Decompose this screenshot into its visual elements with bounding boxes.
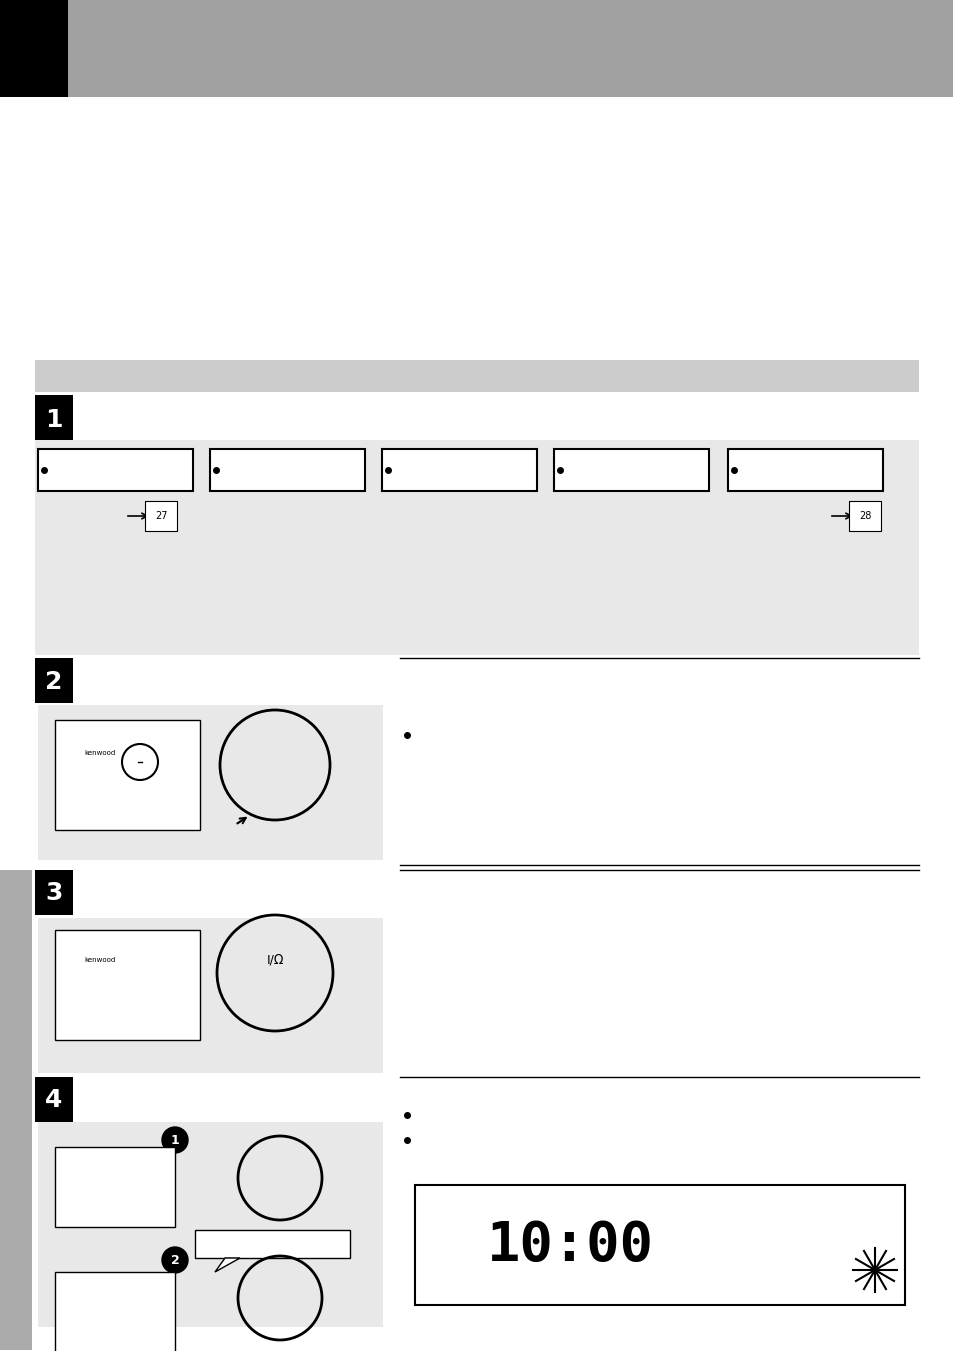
Text: 28: 28 bbox=[858, 511, 870, 521]
Circle shape bbox=[162, 1127, 188, 1152]
Bar bbox=[35, 359, 918, 392]
Bar bbox=[0, 0, 953, 97]
Bar bbox=[38, 705, 382, 861]
Text: 2: 2 bbox=[171, 1254, 179, 1266]
Bar bbox=[415, 1185, 904, 1305]
Text: 1: 1 bbox=[45, 408, 63, 432]
Bar bbox=[35, 394, 73, 440]
Bar bbox=[55, 1273, 174, 1351]
Bar bbox=[38, 917, 382, 1073]
Bar bbox=[0, 0, 68, 97]
Bar bbox=[35, 440, 918, 655]
Bar bbox=[35, 1077, 73, 1121]
Bar bbox=[210, 449, 365, 490]
Bar bbox=[35, 870, 73, 915]
Bar bbox=[381, 449, 537, 490]
Text: 27: 27 bbox=[154, 511, 168, 521]
Bar bbox=[0, 870, 32, 1350]
Text: 4: 4 bbox=[45, 1088, 63, 1112]
Text: 1: 1 bbox=[171, 1133, 179, 1147]
Text: 10:00: 10:00 bbox=[486, 1219, 653, 1271]
Circle shape bbox=[162, 1247, 188, 1273]
Bar bbox=[55, 720, 200, 830]
Bar bbox=[554, 449, 708, 490]
Bar bbox=[38, 449, 193, 490]
Bar bbox=[727, 449, 882, 490]
Polygon shape bbox=[214, 1258, 240, 1273]
Text: kenwood: kenwood bbox=[84, 957, 115, 963]
Bar bbox=[35, 658, 73, 703]
Text: I/Ω: I/Ω bbox=[266, 954, 283, 966]
Text: 2: 2 bbox=[45, 670, 63, 694]
Bar bbox=[38, 1121, 382, 1327]
Text: kenwood: kenwood bbox=[84, 750, 115, 757]
Bar bbox=[55, 1147, 174, 1227]
Bar bbox=[55, 929, 200, 1040]
Text: 3: 3 bbox=[45, 881, 63, 905]
Bar bbox=[194, 1229, 350, 1258]
